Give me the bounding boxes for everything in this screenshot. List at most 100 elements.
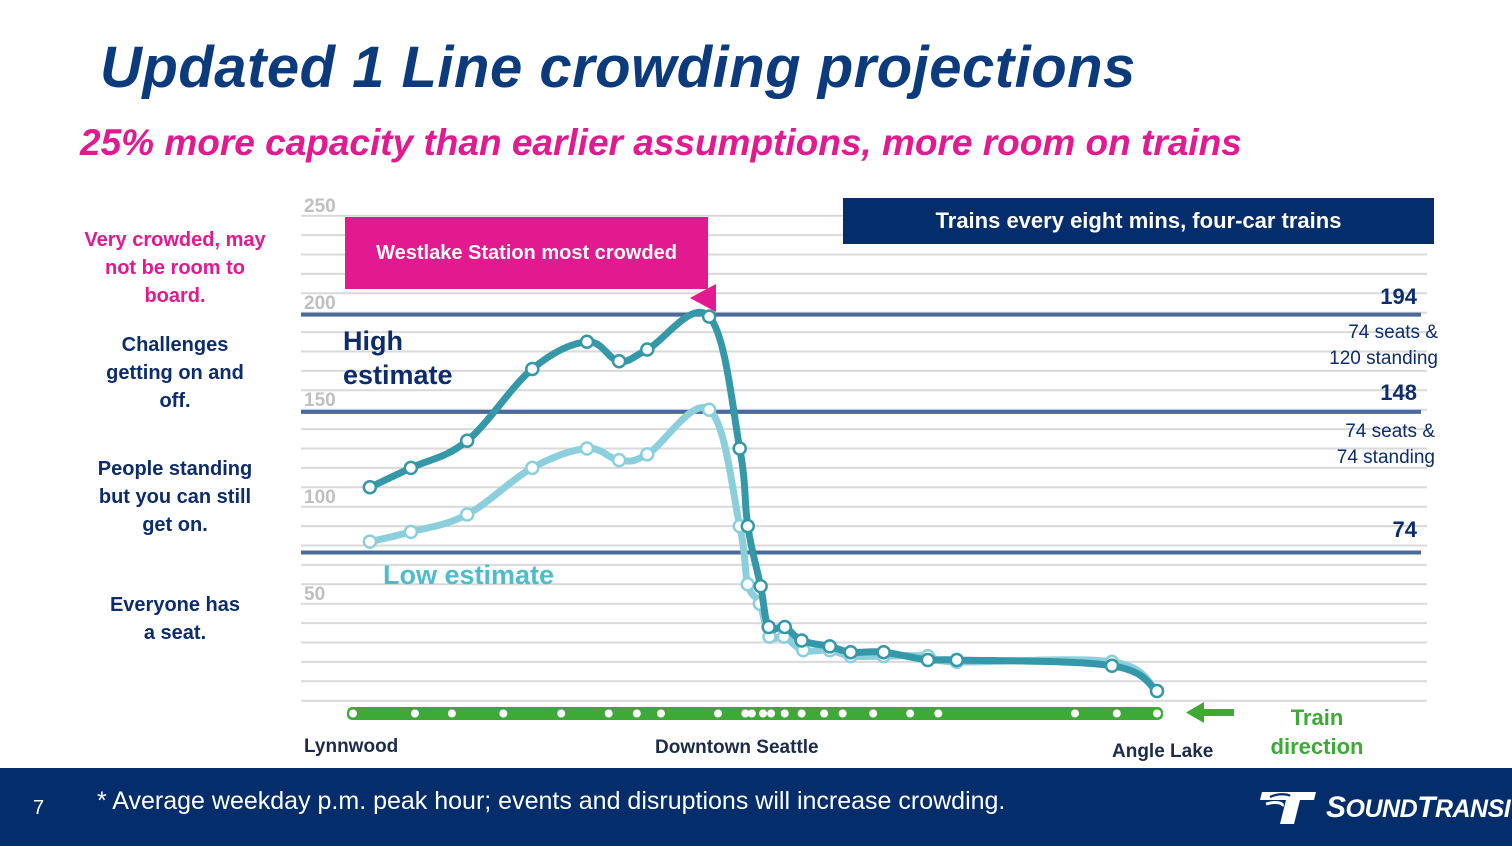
data-point [822,639,838,654]
level-line: a seat. [143,622,207,644]
station-label-angle-lake: Angle Lake [1112,741,1214,762]
data-point [403,524,419,540]
service-banner: Trains every eight mins, four-car trains [843,198,1434,244]
level-seated: Everyone has a seat. [60,591,290,647]
station-dot [820,709,829,718]
y-axis-ticks: 50 100 150 200 250 [304,196,336,605]
note-line: 74 seats & [1345,421,1435,442]
data-point [777,619,792,635]
station-dot [741,709,750,718]
data-point [640,447,655,462]
data-point [732,441,747,456]
station-dot [869,709,878,718]
station-dot [780,709,789,718]
station-dot [747,709,756,718]
data-point [876,644,891,660]
level-line: get on. [142,514,208,536]
data-point [1149,683,1165,699]
y-tick-label: 50 [304,584,325,605]
page-number: 7 [33,797,45,819]
y-tick-label: 150 [304,390,336,411]
station-dot [1153,709,1161,718]
note-line: 74 standing [1336,447,1435,468]
level-line: board. [144,285,206,307]
level-very-crowded: Very crowded, may not be room to board. [60,226,290,310]
data-point [459,433,475,448]
level-line: getting on and [106,362,244,384]
data-point [362,534,378,549]
data-point [740,577,756,592]
label-line: estimate [343,360,453,390]
data-point [920,652,936,668]
data-point [794,633,809,648]
level-line: but you can still [98,486,252,508]
y-tick-label: 200 [304,293,336,314]
slide-subtitle: 25% more capacity than earlier assumptio… [80,122,1242,163]
direction-line: direction [1270,734,1364,759]
note-line: 120 standing [1329,348,1438,369]
data-point [611,353,627,369]
data-point [701,402,717,417]
level-line: Very crowded, may [84,229,266,251]
label-line: High [343,326,403,356]
low-estimate-label: Low estimate [383,560,555,590]
station-dot [604,709,613,718]
station-dot [499,709,508,718]
station-dot [349,709,357,718]
station-dot [838,709,847,718]
station-dot [797,709,806,718]
station-dot [656,709,665,718]
series-line [366,404,1161,695]
data-point [753,578,768,594]
capacity-note-194: 74 seats & 120 standing [1329,320,1438,372]
data-point [701,309,717,324]
capacity-lines [301,312,1421,555]
station-dot [447,709,456,718]
footnote: * Average weekday p.m. peak hour; events… [97,787,1006,815]
logo-letter: T [1417,791,1435,824]
data-point [740,518,756,534]
capacity-label-194: 194 [1380,284,1417,309]
data-point [525,361,540,377]
level-line: not be room to [105,257,245,279]
station-dot [767,709,776,718]
series [362,308,1165,699]
level-line: off. [159,390,191,412]
callout-pointer [690,284,716,312]
capacity-label-148: 148 [1380,380,1417,405]
sound-transit-logo: SOUNDTRANSIT [1258,790,1512,826]
station-dot [906,709,915,718]
logo-letters: RANSIT [1434,795,1512,823]
level-standing: People standing but you can still get on… [60,455,290,539]
data-point [362,480,378,495]
station-dot [410,709,419,718]
slide-title: Updated 1 Line crowding projections [100,35,1136,100]
capacity-label-74: 74 [1392,517,1417,542]
station-dot [934,709,943,718]
level-line: Everyone has [109,594,241,616]
note-line: 74 seats & [1348,322,1438,343]
direction-line: Train [1290,705,1344,730]
data-point [949,652,965,668]
left-arrow-icon [1186,702,1234,723]
level-line: Challenges [121,334,229,356]
station-dot [759,709,768,718]
station-dot [557,709,566,718]
station-dot [1112,709,1121,718]
footer-bar [0,768,1512,846]
data-point [459,507,475,522]
train-direction-label: Train direction [1262,703,1372,761]
y-tick-label: 100 [304,487,336,508]
level-line: People standing [97,458,253,480]
station-dot [1070,709,1079,718]
data-point [1104,658,1120,674]
sound-transit-logo-icon [1260,792,1316,824]
station-dot [632,709,641,718]
high-estimate-label: High estimate [343,324,453,392]
data-point [579,334,595,350]
data-point [761,619,776,635]
data-point [611,452,627,468]
route-track [347,707,1163,720]
y-tick-label: 250 [304,196,336,217]
